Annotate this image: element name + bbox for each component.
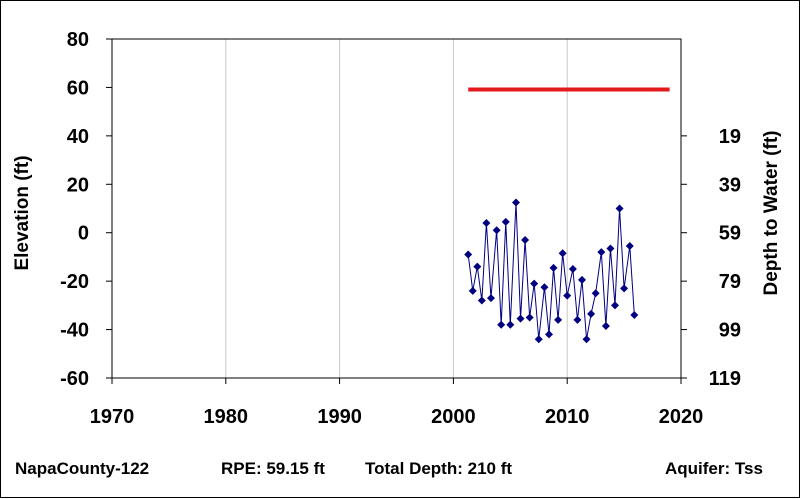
series-layer	[464, 87, 670, 344]
well-id: NapaCounty-122	[15, 459, 150, 478]
y-tick-label: -20	[60, 271, 89, 293]
data-point	[506, 320, 515, 329]
data-point	[482, 219, 491, 228]
y-tick-label: 0	[78, 223, 89, 245]
data-point	[625, 242, 634, 251]
data-point	[540, 283, 549, 292]
data-point	[511, 198, 520, 207]
data-point	[468, 286, 477, 295]
data-point	[497, 320, 506, 329]
plot-area	[111, 38, 682, 379]
y-tick-label: 80	[67, 29, 89, 51]
data-point	[563, 291, 572, 300]
grid-lines	[225, 39, 568, 378]
data-point	[521, 235, 530, 244]
data-point	[492, 226, 501, 235]
axis-ticks	[106, 38, 687, 384]
data-point	[549, 263, 558, 272]
y-tick-label: -60	[60, 368, 89, 390]
data-point	[525, 313, 534, 322]
data-point	[615, 204, 624, 213]
data-point	[606, 244, 615, 253]
x-tick-label: 2020	[659, 406, 704, 428]
y-axis-label-left: Elevation (ft)	[12, 155, 33, 270]
y-tick-label: -40	[60, 320, 89, 342]
data-point	[597, 248, 606, 257]
right-tick-label: 39	[719, 174, 741, 196]
total-depth-text: Total Depth: 210 ft	[365, 459, 513, 478]
tick-labels: 1970 1980 1990 2000 2010 2020 80 60 40 20 0 -20 -40 -…	[60, 29, 741, 428]
data-point	[486, 294, 495, 303]
data-point	[501, 217, 510, 226]
x-tick-label: 2010	[545, 406, 590, 428]
data-point	[601, 321, 610, 330]
data-point	[620, 284, 629, 293]
water-level-line	[467, 202, 635, 340]
x-tick-label: 1990	[317, 406, 362, 428]
right-tick-label: 119	[709, 368, 741, 390]
right-tick-label: 19	[719, 126, 741, 148]
y-tick-label: 40	[67, 126, 89, 148]
data-point	[591, 289, 600, 298]
right-tick-label: 79	[719, 271, 741, 293]
data-point	[573, 315, 582, 324]
data-point	[558, 249, 567, 258]
x-tick-label: 1970	[90, 406, 135, 428]
data-point	[534, 335, 543, 344]
data-point	[544, 330, 553, 339]
data-point	[473, 262, 482, 271]
data-point	[582, 335, 591, 344]
y-axis-label-right: Depth to Water (ft)	[761, 131, 782, 296]
data-point	[630, 311, 639, 320]
x-tick-label: 2000	[431, 406, 476, 428]
data-point	[477, 296, 486, 305]
data-point	[568, 265, 577, 274]
data-point	[577, 275, 586, 284]
rpe-text: RPE: 59.15 ft	[221, 459, 325, 478]
y-tick-label: 20	[67, 174, 89, 196]
data-point	[587, 309, 596, 318]
data-point	[464, 250, 473, 259]
aquifer-text: Aquifer: Tss	[665, 459, 763, 478]
data-point	[554, 315, 563, 324]
x-tick-label: 1980	[204, 406, 249, 428]
data-point	[516, 314, 525, 323]
data-point	[610, 301, 619, 310]
right-tick-label: 99	[719, 320, 741, 342]
right-tick-label: 59	[719, 223, 741, 245]
y-tick-label: 60	[67, 77, 89, 99]
data-point	[530, 279, 539, 288]
